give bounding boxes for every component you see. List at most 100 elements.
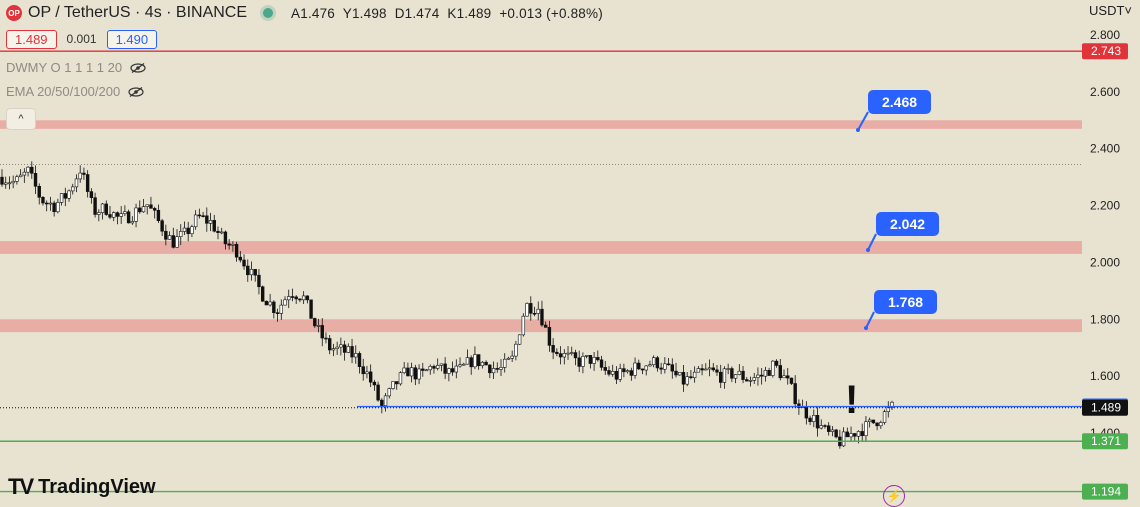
chart-header: OP OP / TetherUS · 4s · BINANCE A1.476 Y… <box>6 3 607 23</box>
candle-body <box>238 256 243 261</box>
candle-body <box>22 171 27 176</box>
candle-body <box>15 176 19 182</box>
candle-body <box>551 345 555 353</box>
candle-body <box>193 214 198 228</box>
candle-body <box>555 351 559 354</box>
candle-body <box>748 380 753 382</box>
candle-body <box>815 415 820 429</box>
candle-body <box>599 359 604 368</box>
candle-body <box>674 370 678 376</box>
indicator-ema[interactable]: EMA 20/50/100/200 <box>6 84 144 99</box>
candle-body <box>529 303 533 314</box>
ohlc-close: K1.489 <box>447 5 492 21</box>
candle-body <box>313 318 317 327</box>
candle-body <box>357 353 362 367</box>
candle-body <box>808 417 812 422</box>
candle-body <box>503 358 507 368</box>
candle-body <box>659 367 663 370</box>
candle-body <box>126 211 131 224</box>
symbol-title[interactable]: OP / TetherUS · 4s · BINANCE <box>28 4 248 21</box>
candle-body <box>536 308 540 314</box>
candle-body <box>454 365 459 373</box>
candle-body <box>499 367 503 370</box>
candle-body <box>11 181 15 184</box>
eye-hidden-icon[interactable] <box>130 62 146 73</box>
candle-body <box>149 204 153 209</box>
candle-body <box>614 371 619 380</box>
collapse-legend-button[interactable]: ^ <box>6 108 36 130</box>
lightning-icon[interactable]: ⚡ <box>883 485 905 507</box>
candle-body <box>722 368 727 383</box>
candle-body <box>212 220 216 232</box>
candle-body <box>216 230 220 233</box>
candle-body <box>383 395 388 406</box>
candle-body <box>327 338 332 351</box>
candle-body <box>93 197 97 215</box>
candle-body <box>812 415 816 422</box>
candle-body <box>409 367 414 377</box>
level-callout-3[interactable]: 1.768 <box>874 290 938 314</box>
candle-body <box>201 215 205 217</box>
candle-body <box>108 214 112 218</box>
candle-body <box>826 425 831 432</box>
candle-body <box>115 212 120 217</box>
candle-body <box>365 371 369 375</box>
candle-body <box>335 346 339 350</box>
buy-price-button[interactable]: 1.490 <box>106 29 158 49</box>
candle-body <box>678 372 682 376</box>
axis-tick-label: 2.800 <box>1090 28 1120 42</box>
candle-body <box>417 368 421 380</box>
candle-body <box>71 186 75 192</box>
candle-body <box>692 371 697 379</box>
candle-body <box>298 298 302 301</box>
candle-body <box>74 178 79 188</box>
candle-body <box>260 286 265 302</box>
candle-body <box>447 368 451 374</box>
candle-body <box>547 327 552 346</box>
candle-body <box>354 353 358 358</box>
candle-body <box>368 371 373 383</box>
candle-body <box>85 174 90 192</box>
candle-body <box>745 379 749 382</box>
candle-body <box>540 308 544 326</box>
candle-body <box>462 363 466 366</box>
candle-body <box>618 368 622 380</box>
candle-body <box>145 204 149 207</box>
candle-body <box>100 203 105 213</box>
candle-body <box>737 370 742 375</box>
candle-body <box>197 214 202 217</box>
level-callout-2[interactable]: 2.042 <box>876 212 940 236</box>
sell-price-button[interactable]: 1.489 <box>6 29 57 49</box>
candle-body <box>413 367 418 380</box>
tradingview-brand-text: TradingView <box>38 475 156 498</box>
candle-body <box>525 303 529 317</box>
market-open-icon <box>263 8 274 18</box>
level-callout-1[interactable]: 2.468 <box>868 90 932 114</box>
candle-body <box>663 363 667 370</box>
candle-body <box>510 355 514 359</box>
candle-body <box>592 357 596 364</box>
candle-body <box>432 366 436 369</box>
candle-body <box>532 312 537 315</box>
candle-body <box>179 231 183 237</box>
candle-body <box>573 352 578 359</box>
resistance-zone <box>0 120 1082 129</box>
eye-hidden-icon[interactable] <box>128 86 144 97</box>
candle-body <box>476 354 481 367</box>
axis-tick-label: 2.000 <box>1090 255 1120 269</box>
candle-body <box>651 357 656 366</box>
candle-body <box>726 368 730 370</box>
indicator-dwmy[interactable]: DWMY O 1 1 1 1 20 <box>6 60 146 75</box>
candle-body <box>506 357 511 360</box>
candle-body <box>339 344 343 348</box>
candle-body <box>782 375 786 379</box>
candle-body <box>398 372 403 385</box>
candle-body <box>309 299 313 319</box>
currency-selector[interactable]: USDT˅ <box>1089 3 1132 18</box>
candle-body <box>458 364 462 367</box>
candle-body <box>562 353 567 358</box>
candle-body <box>320 325 324 339</box>
candle-body <box>182 227 187 232</box>
candle-body <box>871 419 876 424</box>
